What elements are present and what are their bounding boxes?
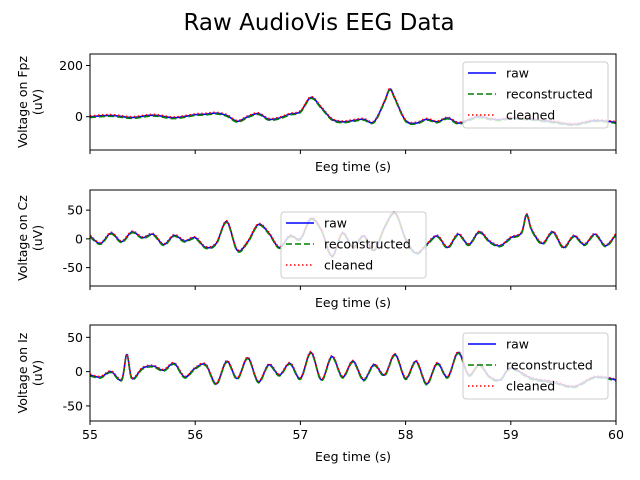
y-axis-label: Voltage on Fpz [15,56,30,149]
x-axis-label: Eeg time (s) [315,449,391,464]
y-axis-label: Voltage on Iz [15,332,30,413]
x-tick-label: 57 [292,427,308,442]
legend-box [462,332,609,400]
x-tick-label: 60 [608,427,624,442]
legend-label-cleaned: cleaned [506,379,555,394]
legend: raw reconstructed cleaned [462,61,609,129]
y-tick-label: 200 [59,58,83,73]
legend-label-cleaned: cleaned [324,258,373,273]
y-tick-label: 0 [75,364,83,379]
panel-3: -50 0 50 55 56 57 58 59 60 Eeg time (s) Voltage on… [15,324,624,464]
figure-title: Raw AudioVis EEG Data [183,10,454,36]
y-tick-label: 0 [75,109,83,124]
legend-box [280,211,427,279]
legend-label-reconstructed: reconstructed [324,237,411,252]
legend-box [462,61,609,129]
x-tick-label: 58 [398,427,414,442]
y-tick-label: -50 [63,398,83,413]
y-tick-label: -50 [63,260,83,275]
axes-frame [89,53,617,151]
legend-label-raw: raw [506,66,529,81]
x-tick-label: 56 [187,427,203,442]
legend: raw reconstructed cleaned [462,332,609,400]
x-axis-label: Eeg time (s) [315,295,391,310]
legend-label-raw: raw [324,216,347,231]
axes-frame [89,324,617,422]
panel-2: -50 0 50 Eeg time (s) Voltage on Cz (uV) raw re… [15,189,617,310]
y-tick-label: 50 [67,330,83,345]
y-axis-label: Voltage on Cz [15,195,30,281]
series-line-cleaned [90,87,616,125]
axes-frame [89,189,617,287]
y-tick-label: 0 [75,231,83,246]
legend-label-reconstructed: reconstructed [506,87,593,102]
x-axis-label: Eeg time (s) [315,159,391,174]
legend: raw reconstructed cleaned [280,211,427,279]
legend-label-reconstructed: reconstructed [506,358,593,373]
legend-label-raw: raw [506,337,529,352]
series-line-cleaned [90,211,616,256]
y-axis-label: (uV) [30,225,45,251]
y-axis-label: (uV) [30,89,45,115]
legend-label-cleaned: cleaned [506,108,555,123]
x-tick-label: 55 [82,427,98,442]
y-tick-label: 50 [67,203,83,218]
panel-1: 0 200 Eeg time (s) Voltage on Fpz (uV) raw rec… [15,53,617,174]
x-tick-label: 59 [503,427,519,442]
y-axis-label: (uV) [30,360,45,386]
